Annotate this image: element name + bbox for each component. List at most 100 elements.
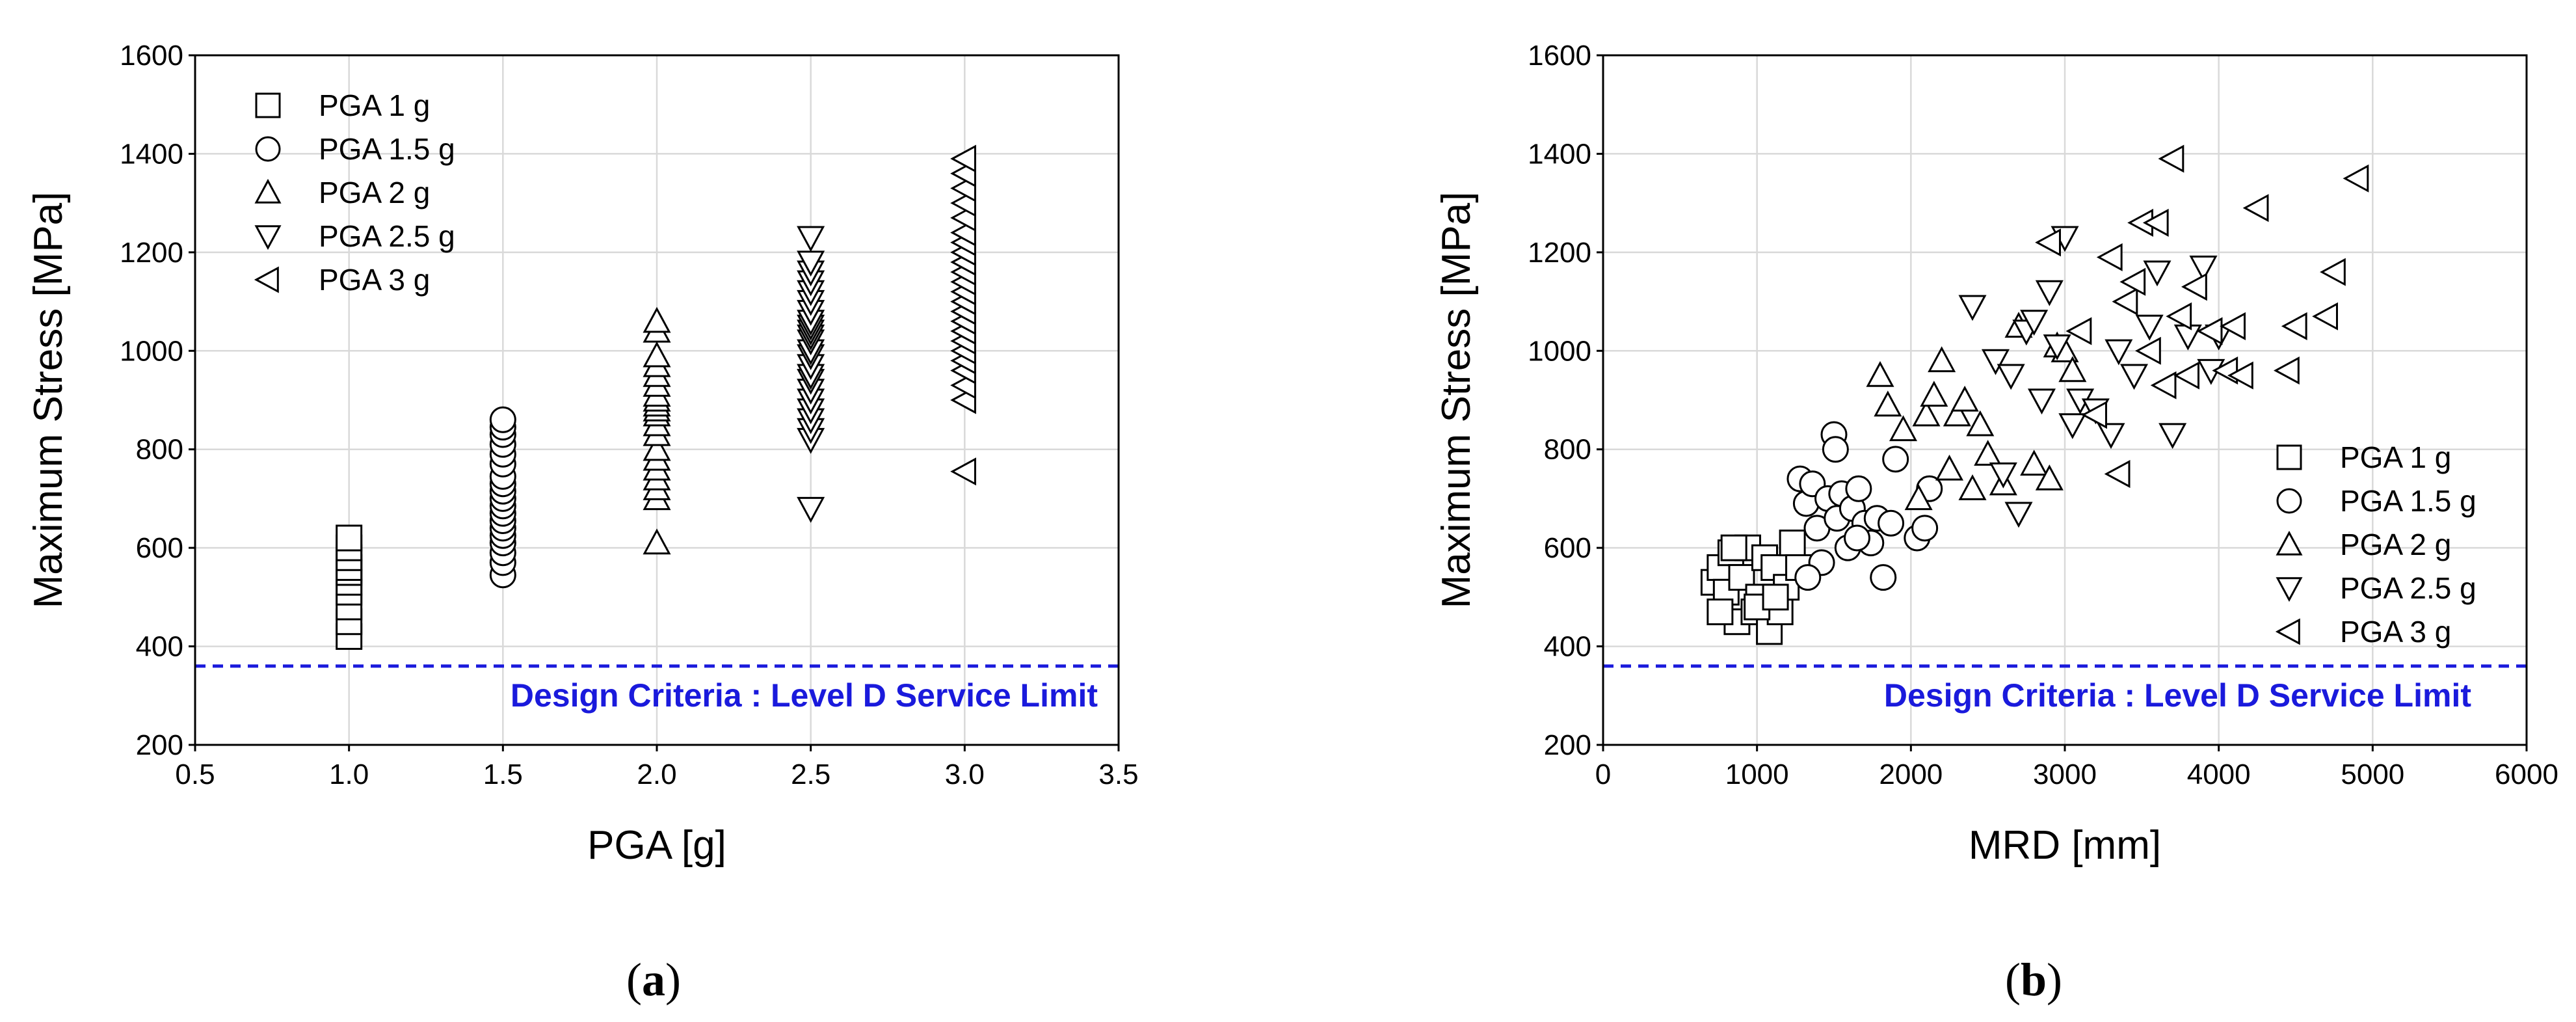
data-point-b-s4 [2166, 302, 2192, 330]
data-point-b-s2 [1966, 410, 1995, 437]
y-tick-label-a: 800 [136, 434, 183, 466]
data-point-b-s2 [1866, 360, 1894, 387]
data-point-b-s3 [2105, 339, 2133, 366]
y-tick-label-a: 200 [136, 729, 183, 761]
data-point-b-s2 [2058, 356, 2087, 383]
data-point-b-s3 [1989, 462, 2017, 489]
chart-panel-b: Design Criteria : Level D Service Limit 0… [1434, 40, 2558, 1006]
data-point-b-s3 [2043, 334, 2071, 360]
data-point-a-s4 [950, 144, 976, 173]
data-point-b-s2 [1912, 400, 1941, 427]
legend-label-a-s1: PGA 1.5 g [319, 132, 455, 166]
data-point-b-s4 [2227, 361, 2253, 390]
x-axis-title-b: MRD [mm] [1969, 823, 2161, 868]
y-tick-label-b: 800 [1544, 434, 1591, 466]
data-point-b-s4 [2196, 317, 2223, 345]
data-point-b-s1 [1882, 446, 1909, 473]
legend-label-b-s3: PGA 2.5 g [2340, 571, 2476, 605]
legend-marker-b-s4 [2275, 618, 2300, 645]
data-point-b-s3 [2143, 260, 2171, 287]
data-point-b-s0 [1706, 598, 1734, 626]
data-point-a-s1 [489, 406, 516, 433]
data-point-b-s3 [1997, 364, 2025, 390]
data-point-b-s2 [1958, 474, 1987, 500]
chart-panel-a: Design Criteria : Level D Service Limit 0… [26, 40, 1139, 1006]
x-tick-label-b: 1000 [1725, 759, 1789, 790]
x-axis-title-a: PGA [g] [587, 823, 726, 868]
panel-label-a: (a) [626, 954, 681, 1006]
y-tick-label-b: 600 [1544, 532, 1591, 564]
data-point-b-s4 [2112, 288, 2138, 316]
y-tick-label-b: 400 [1544, 631, 1591, 663]
data-point-b-s2 [2035, 464, 2064, 491]
data-point-a-s3 [797, 226, 825, 252]
data-point-b-s1 [1911, 515, 1939, 542]
data-point-b-s4 [2142, 208, 2169, 237]
data-point-b-s4 [2035, 228, 2061, 257]
data-point-b-s0 [1779, 530, 1806, 557]
data-point-b-s1 [1845, 475, 1872, 502]
data-point-b-s2 [1943, 400, 1971, 427]
x-tick-label-a: 3.5 [1098, 759, 1138, 790]
legend-a: PGA 1 g PGA 1.5 g PGA 2 g PGA 2.5 g PGA 3 g [254, 88, 455, 297]
data-point-b-s1 [1878, 509, 1905, 537]
data-point-b-s4 [2173, 361, 2199, 390]
legend-marker-b-s1 [2276, 488, 2302, 514]
legend-marker-a-s3 [254, 225, 282, 250]
data-point-b-s1 [1822, 436, 1849, 463]
data-point-b-s3 [2135, 314, 2164, 341]
data-point-b-s2 [1874, 390, 1902, 417]
panel-label-b: (b) [2005, 954, 2062, 1006]
y-tick-label-a: 1400 [120, 138, 183, 170]
data-point-b-s3 [2035, 280, 2064, 306]
data-point-b-s2 [1974, 440, 2002, 466]
data-point-b-s0 [1762, 584, 1789, 611]
y-axis-title-a: Maximum Stress [MPa] [26, 192, 71, 609]
x-tick-label-b: 4000 [2187, 759, 2251, 790]
legend-label-b-s2: PGA 2 g [2340, 528, 2451, 561]
data-point-b-s3 [2004, 502, 2033, 528]
data-point-b-s4 [2274, 356, 2300, 385]
legend-label-b-s4: PGA 3 g [2340, 615, 2451, 649]
y-tick-label-b: 1200 [1528, 237, 1591, 269]
data-point-b-s4 [2343, 164, 2369, 193]
data-point-b-s2 [1920, 381, 1948, 407]
legend-marker-b-s2 [2276, 530, 2303, 556]
data-point-b-s4 [2119, 267, 2146, 296]
data-point-b-s3 [2189, 255, 2218, 282]
data-point-a-s2 [643, 306, 671, 333]
legend-b: PGA 1 g PGA 1.5 g PGA 2 g PGA 2.5 g PGA 3 g [2275, 440, 2476, 649]
y-tick-label-a: 1600 [120, 40, 183, 72]
legend-label-b-s1: PGA 1.5 g [2340, 484, 2476, 518]
y-tick-label-a: 600 [136, 532, 183, 564]
data-point-b-s2 [1935, 454, 1964, 481]
data-point-a-s3 [797, 496, 825, 523]
y-tick-label-a: 400 [136, 631, 183, 663]
data-point-b-s3 [1981, 349, 2010, 375]
legend-marker-b-s3 [2276, 577, 2303, 602]
data-point-b-s3 [2058, 413, 2087, 440]
data-point-b-s4 [2150, 371, 2177, 399]
data-point-b-s1 [1870, 564, 1897, 591]
legend-marker-a-s1 [255, 136, 281, 162]
y-tick-label-b: 1600 [1528, 40, 1591, 72]
data-point-a-s2 [643, 528, 671, 555]
data-point-b-s1 [1794, 564, 1822, 591]
data-point-b-s2 [1928, 346, 1956, 373]
data-point-b-s2 [1950, 385, 1979, 412]
data-point-b-s4 [2312, 302, 2338, 330]
x-tick-label-b: 5000 [2341, 759, 2404, 790]
data-point-b-s4 [2096, 243, 2123, 271]
x-tick-label-b: 3000 [2033, 759, 2097, 790]
data-point-b-s4 [2104, 460, 2131, 489]
legend-marker-a-s0 [255, 92, 281, 118]
x-tick-label-a: 3.0 [945, 759, 985, 790]
x-tick-label-b: 6000 [2495, 759, 2558, 790]
data-point-a-s2 [643, 435, 671, 461]
data-point-b-s4 [2158, 144, 2184, 173]
data-point-b-s0 [1720, 534, 1747, 561]
y-tick-label-b: 200 [1544, 729, 1591, 761]
legend-label-b-s0: PGA 1 g [2340, 440, 2451, 474]
